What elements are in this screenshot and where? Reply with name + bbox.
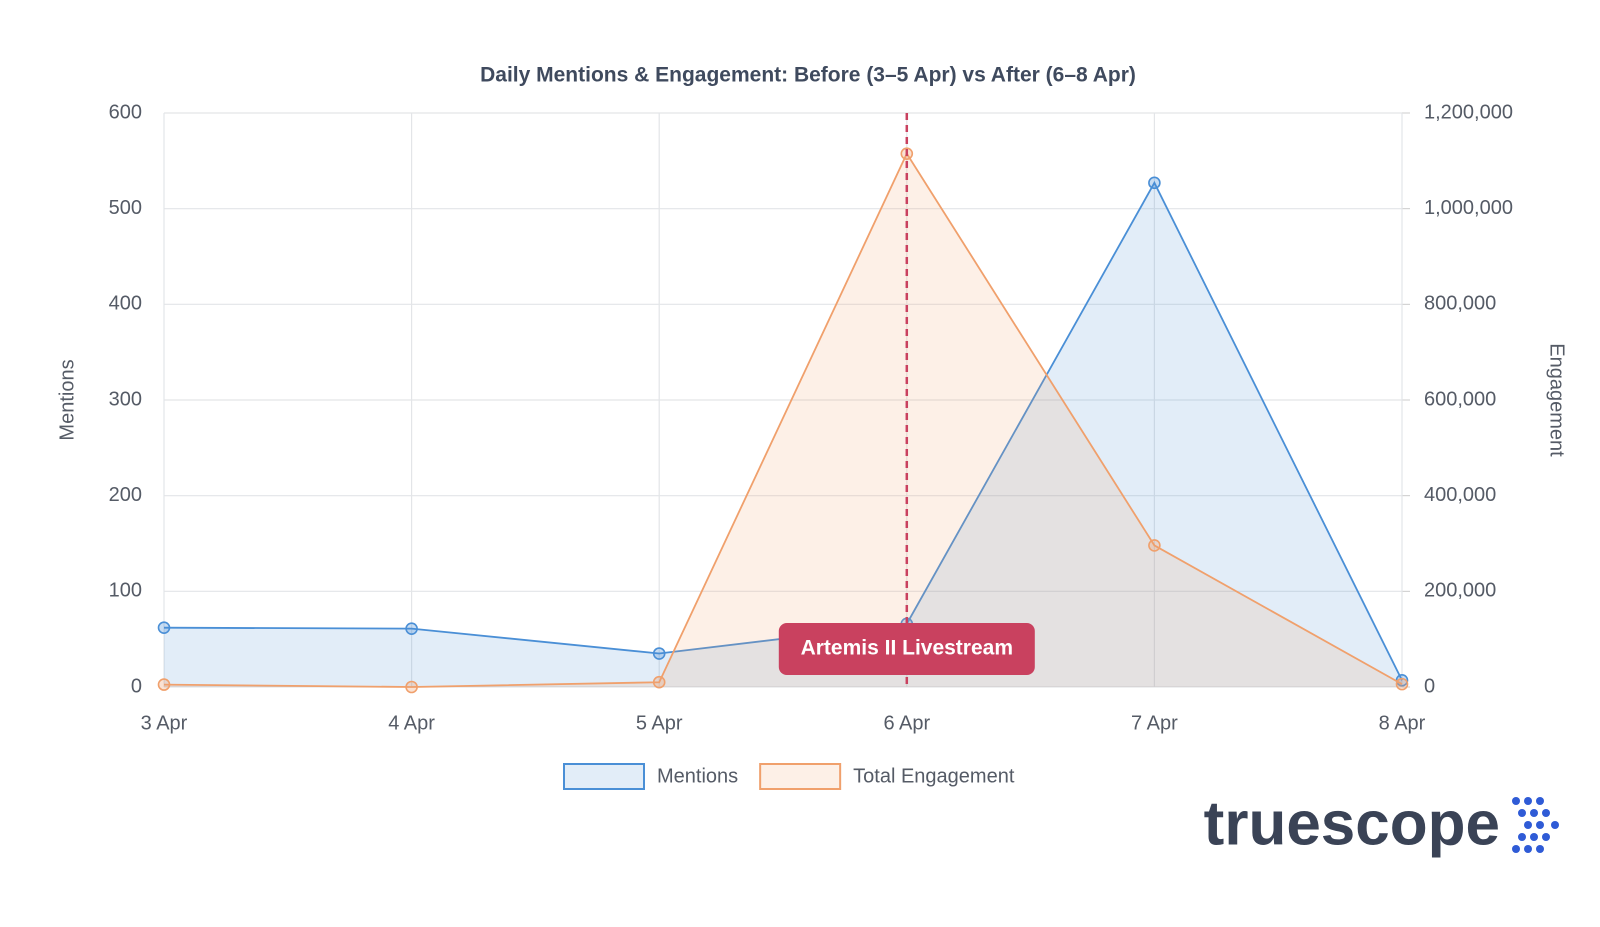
legend-swatch	[759, 763, 842, 790]
point	[157, 621, 171, 634]
area	[164, 182, 1402, 687]
x-tick-label: 3 Apr	[141, 712, 188, 734]
legend-swatch	[563, 763, 645, 790]
annotation-label: Artemis II Livestream	[801, 637, 1013, 660]
y2-tick-label: 1,200,000	[1424, 101, 1513, 123]
y2-tick-label: 400,000	[1424, 484, 1496, 506]
legend-label: Mentions	[657, 765, 738, 787]
point	[1148, 176, 1161, 190]
x-tick-label: 7 Apr	[1131, 712, 1178, 734]
point	[1395, 677, 1409, 691]
point	[652, 647, 666, 660]
chart-title: Daily Mentions & Engagement: Before (3–5…	[480, 64, 1136, 87]
y2-tick-label: 1,000,000	[1424, 197, 1513, 219]
point	[157, 678, 171, 691]
point	[1148, 539, 1161, 552]
point	[652, 675, 666, 689]
y-tick-label: 100	[109, 580, 142, 602]
y2-tick-label: 600,000	[1424, 388, 1496, 410]
x-tick-label: 6 Apr	[883, 712, 930, 734]
logo-dots	[1512, 797, 1559, 853]
line	[163, 151, 1403, 688]
annotation-box	[778, 623, 1035, 675]
y-tick-label: 500	[109, 197, 142, 219]
legend-label: Total Engagement	[853, 765, 1015, 787]
x-tick-label: 8 Apr	[1379, 712, 1426, 734]
y-tick-label: 0	[131, 675, 142, 697]
y2-tick-label: 200,000	[1424, 580, 1496, 602]
y2-tick-label: 800,000	[1424, 293, 1496, 315]
x-tick-label: 4 Apr	[388, 712, 435, 734]
y-tick-label: 300	[109, 388, 142, 410]
y-tick-label: 400	[109, 293, 142, 315]
y-tick-label: 600	[109, 101, 142, 123]
x-tick-label: 5 Apr	[636, 712, 683, 734]
y2-axis-title: Engagement	[1546, 343, 1568, 457]
y2-tick-label: 0	[1424, 675, 1435, 697]
point	[405, 622, 418, 635]
y-tick-label: 200	[109, 484, 142, 506]
area	[164, 153, 1402, 688]
point	[405, 680, 418, 694]
y-axis-title: Mentions	[56, 359, 78, 440]
logo: truescope	[1204, 789, 1500, 858]
